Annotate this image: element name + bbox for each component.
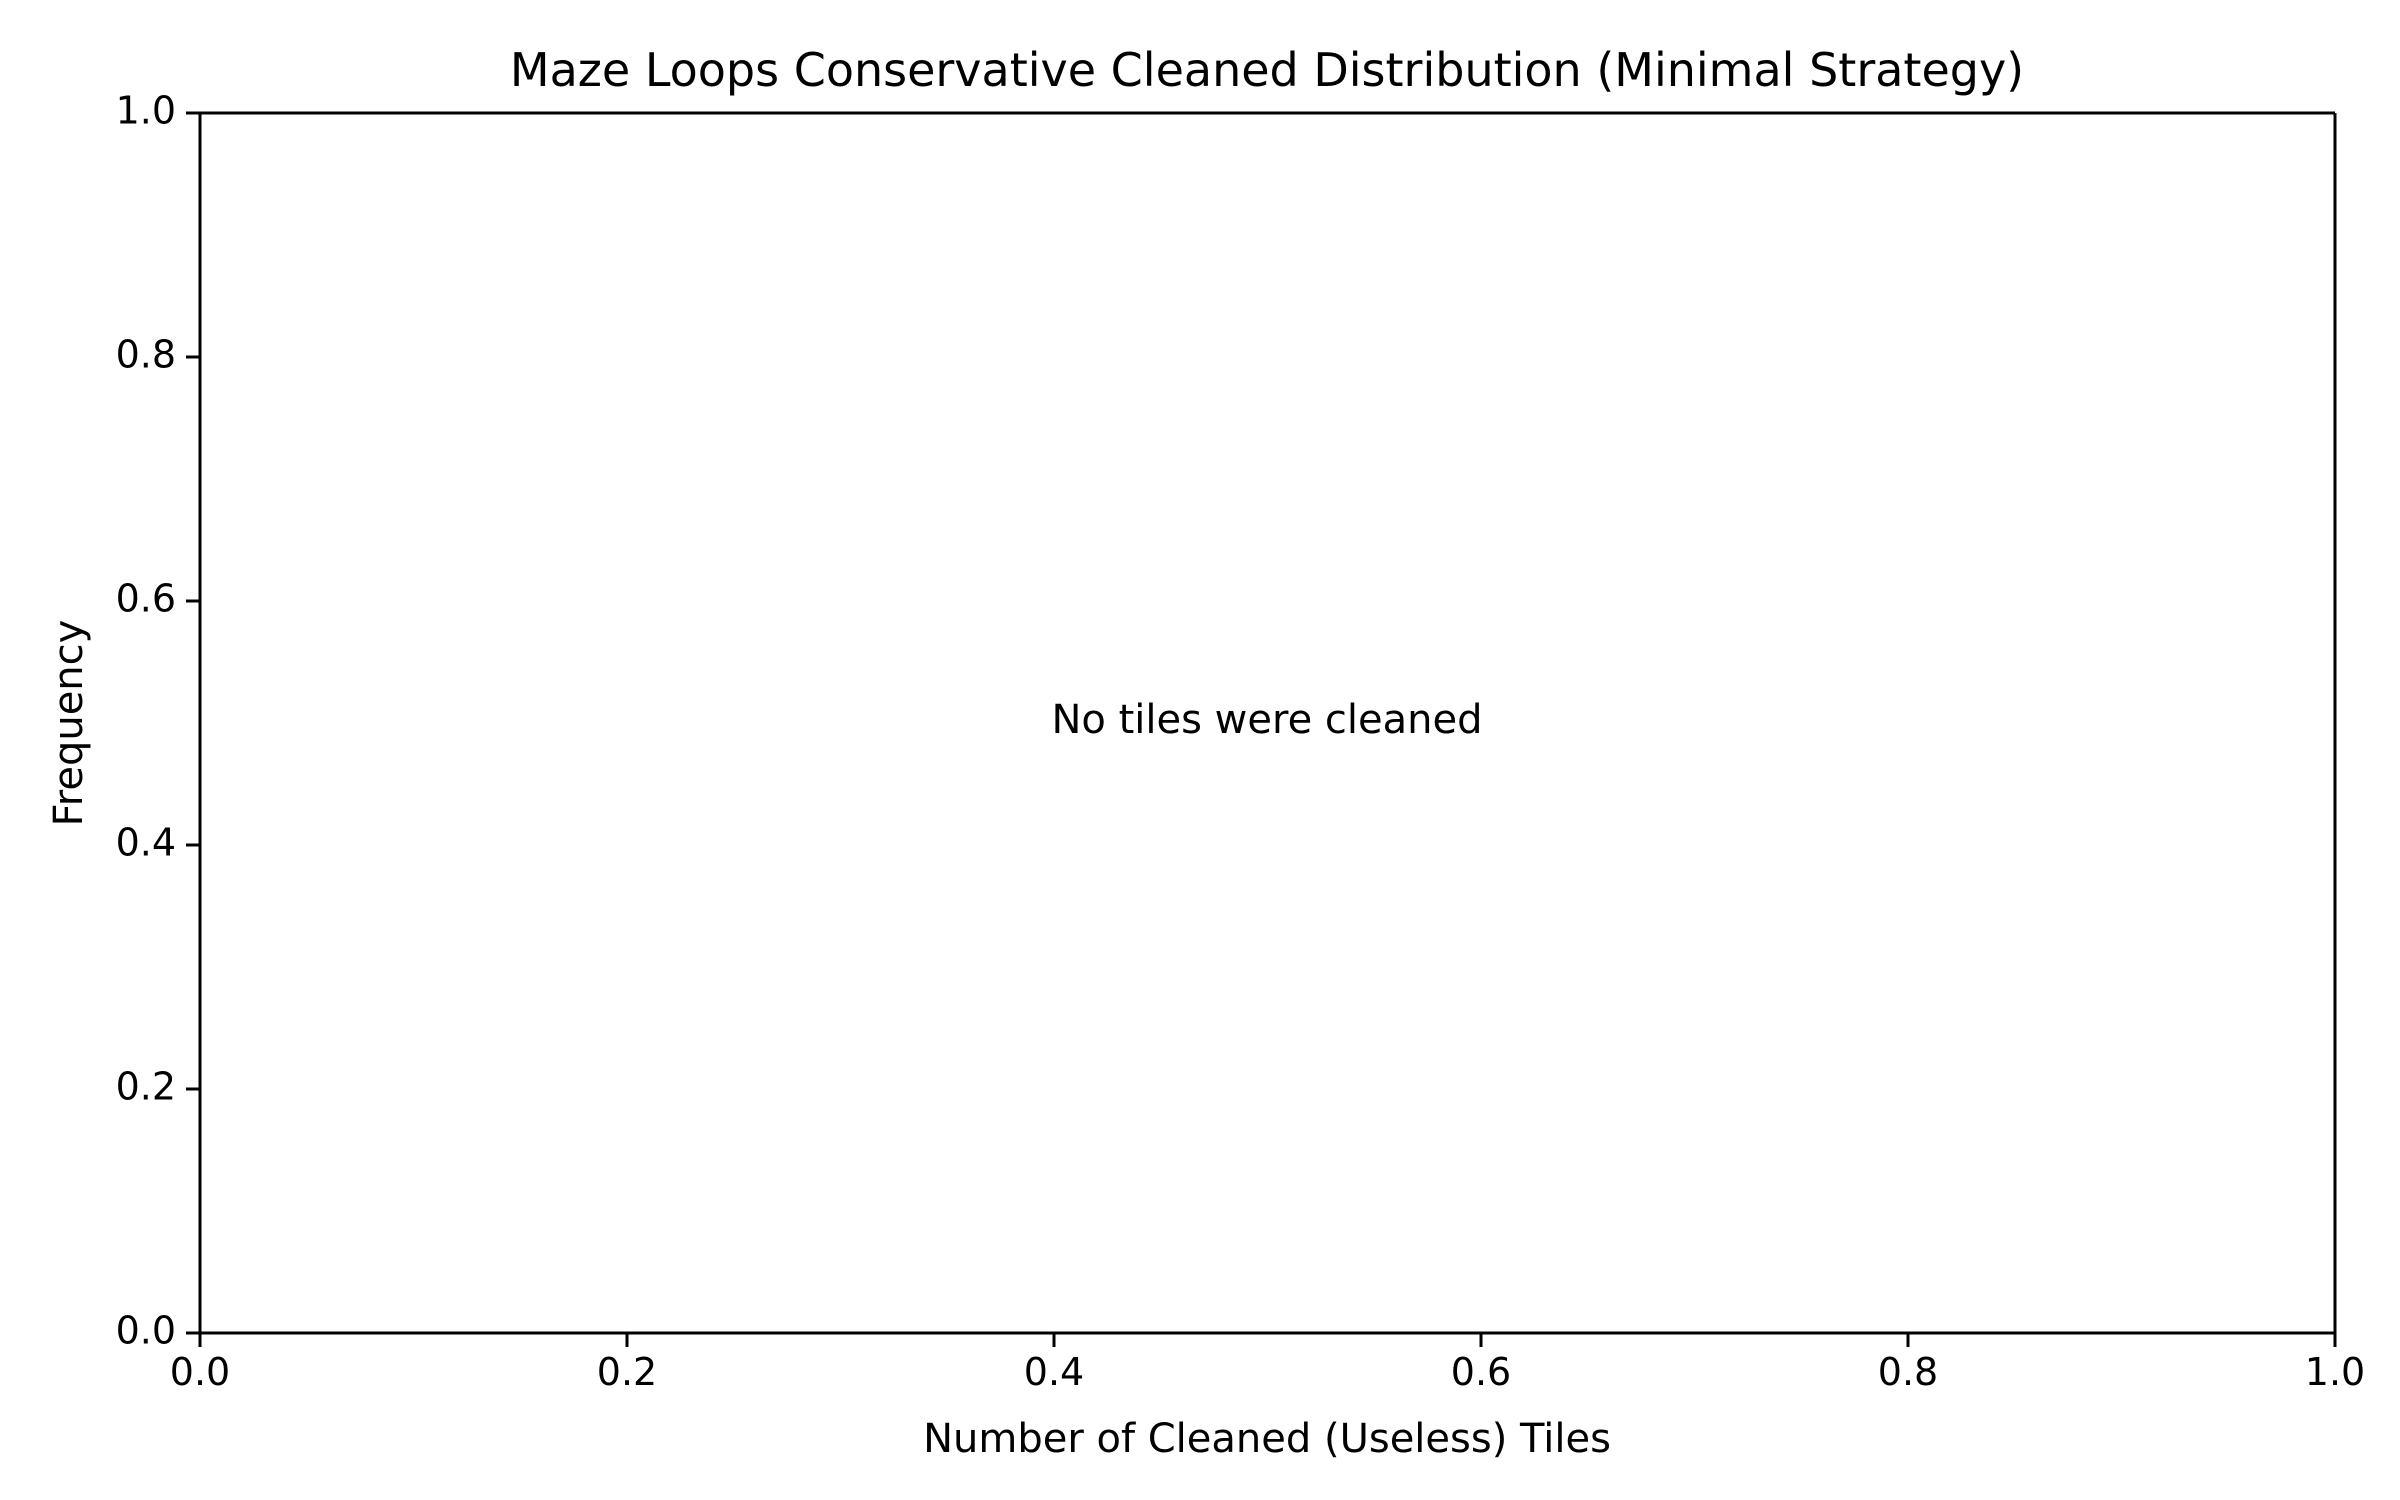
chart-title: Maze Loops Conservative Cleaned Distribu… [510,43,2024,97]
x-axis-label: Number of Cleaned (Useless) Tiles [923,1416,1611,1462]
x-tick-label: 0.0 [170,1350,230,1394]
x-tick-label: 0.2 [597,1350,657,1394]
y-tick-label: 0.4 [116,821,176,865]
x-tick-label: 0.6 [1451,1350,1511,1394]
plot-area [200,113,2335,1333]
x-axis-ticks: 0.0 0.2 0.4 0.6 0.8 1.0 [170,1333,2365,1394]
y-tick-label: 0.2 [116,1065,176,1109]
y-tick-label: 0.6 [116,577,176,621]
y-axis-ticks: 0.0 0.2 0.4 0.6 0.8 1.0 [116,89,200,1353]
x-tick-label: 1.0 [2305,1350,2365,1394]
y-tick-label: 0.0 [116,1309,176,1353]
x-tick-label: 0.4 [1024,1350,1084,1394]
y-tick-label: 0.8 [116,333,176,377]
x-tick-label: 0.8 [1878,1350,1938,1394]
y-axis-label: Frequency [46,620,92,827]
no-data-annotation: No tiles were cleaned [1052,697,1483,743]
y-tick-label: 1.0 [116,89,176,133]
